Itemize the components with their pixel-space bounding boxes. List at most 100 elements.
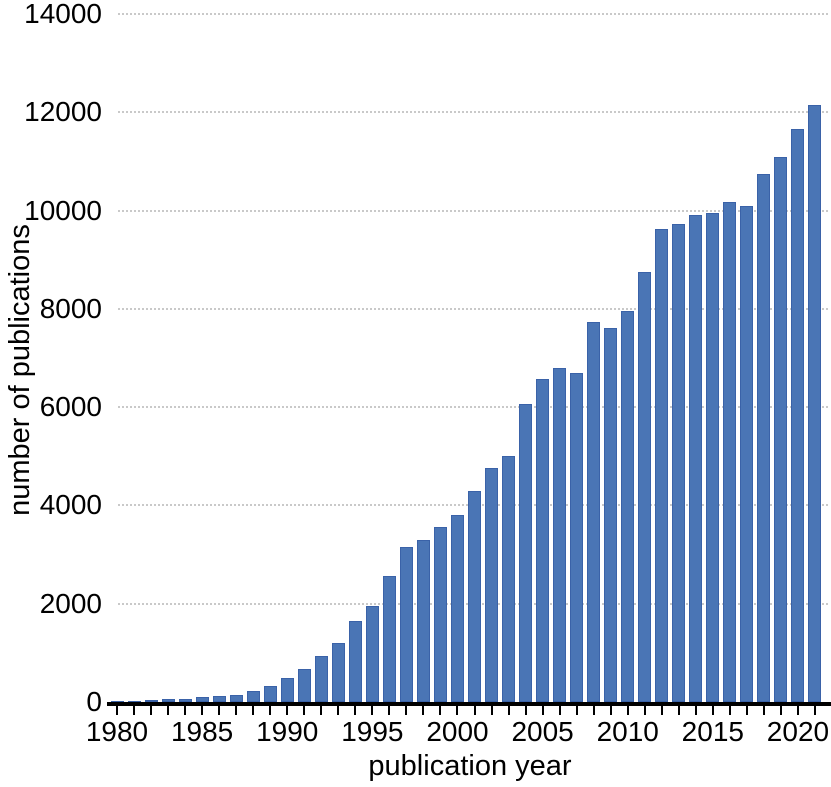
x-tick-2016 <box>728 706 731 715</box>
gridline <box>118 406 828 409</box>
x-tick-label-1990: 1990 <box>256 716 319 747</box>
y-tick-label-6000: 6000 <box>39 391 102 423</box>
x-tick-1997 <box>405 706 408 715</box>
bar-2017 <box>740 205 754 702</box>
bar-2015 <box>706 213 720 702</box>
bar-2018 <box>757 173 771 702</box>
x-tick-2006 <box>558 706 561 715</box>
x-tick-2009 <box>609 706 612 715</box>
bar-1997 <box>399 546 413 702</box>
gridline <box>118 209 828 212</box>
x-tick-label-2015: 2015 <box>681 716 744 747</box>
x-tick-2010 <box>626 706 629 715</box>
x-tick-1985 <box>201 706 204 715</box>
bar-2001 <box>468 491 481 702</box>
x-tick-2003 <box>507 706 510 715</box>
x-tick-1984 <box>184 706 187 715</box>
bar-2013 <box>672 224 686 702</box>
x-tick-1994 <box>354 706 357 715</box>
bar-2003 <box>502 455 516 702</box>
x-tick-1991 <box>303 706 306 715</box>
gridline <box>118 111 828 114</box>
x-tick-2018 <box>762 706 765 715</box>
bar-1986 <box>212 696 226 702</box>
bar-1984 <box>178 698 192 702</box>
x-tick-1992 <box>320 706 323 715</box>
bar-2000 <box>450 515 464 702</box>
x-tick-2007 <box>575 706 578 715</box>
x-tick-1995 <box>371 706 374 715</box>
bar-1983 <box>161 699 175 702</box>
y-tick-label-14000: 14000 <box>24 0 102 29</box>
bar-2009 <box>604 328 618 702</box>
bar-2019 <box>774 156 788 702</box>
x-tick-2017 <box>745 706 748 715</box>
x-tick-label-2020: 2020 <box>766 716 830 747</box>
bar-1985 <box>195 697 209 702</box>
bar-2020 <box>791 129 805 702</box>
x-tick-1981 <box>133 706 136 715</box>
x-tick-label-2005: 2005 <box>511 716 574 747</box>
y-tick-label-2000: 2000 <box>39 587 102 619</box>
x-tick-2001 <box>473 706 476 715</box>
y-tick-label-10000: 10000 <box>24 194 102 226</box>
x-tick-1982 <box>150 706 153 715</box>
y-tick-label-0: 0 <box>86 686 102 717</box>
x-tick-1980 <box>116 706 118 715</box>
x-tick-1986 <box>218 706 221 715</box>
bar-1996 <box>382 575 396 702</box>
x-tick-1999 <box>439 706 442 715</box>
bar-2021 <box>808 104 822 702</box>
bar-2014 <box>689 215 703 702</box>
bar-2016 <box>723 202 737 702</box>
x-tick-1998 <box>422 706 425 715</box>
x-axis-title: publication year <box>368 750 572 782</box>
x-tick-1993 <box>337 706 340 715</box>
y-tick-label-8000: 8000 <box>39 292 102 324</box>
bar-2006 <box>553 367 567 702</box>
x-tick-2013 <box>677 706 680 715</box>
x-tick-2002 <box>490 706 493 715</box>
x-tick-2000 <box>456 706 459 715</box>
x-tick-label-2010: 2010 <box>596 716 659 747</box>
x-tick-2021 <box>813 706 816 715</box>
bar-1987 <box>229 694 243 702</box>
bar-2007 <box>570 373 584 702</box>
bar-1999 <box>433 527 447 702</box>
x-tick-2005 <box>541 706 544 715</box>
x-tick-label-1985: 1985 <box>170 716 234 747</box>
bar-1992 <box>314 656 328 702</box>
bar-1995 <box>365 606 379 702</box>
plot-area <box>110 13 830 703</box>
bar-2005 <box>536 379 550 702</box>
bar-1991 <box>297 669 311 702</box>
x-tick-2015 <box>711 706 714 715</box>
bar-2011 <box>638 272 652 702</box>
x-tick-2012 <box>660 706 663 715</box>
x-tick-2014 <box>694 706 697 715</box>
bar-1990 <box>280 678 294 702</box>
bar-1994 <box>348 620 362 702</box>
x-tick-2008 <box>592 706 595 715</box>
x-tick-2019 <box>779 706 782 715</box>
bar-2004 <box>519 404 533 702</box>
gridline <box>118 13 828 15</box>
bar-1993 <box>331 643 345 702</box>
x-tick-1990 <box>286 706 289 715</box>
x-tick-1996 <box>388 706 391 715</box>
y-tick-label-4000: 4000 <box>39 489 102 521</box>
x-tick-2004 <box>524 706 527 715</box>
y-tick-label-12000: 12000 <box>24 96 102 128</box>
gridline <box>118 307 828 310</box>
bar-2010 <box>621 310 635 702</box>
x-tick-1983 <box>167 706 170 715</box>
bar-1989 <box>263 685 277 702</box>
x-tick-label-2000: 2000 <box>426 716 489 747</box>
bar-2008 <box>587 322 601 702</box>
bar-1988 <box>246 691 260 702</box>
bar-1982 <box>144 700 158 703</box>
bar-2012 <box>655 229 669 702</box>
x-tick-2011 <box>643 706 646 715</box>
bar-1998 <box>416 539 430 702</box>
